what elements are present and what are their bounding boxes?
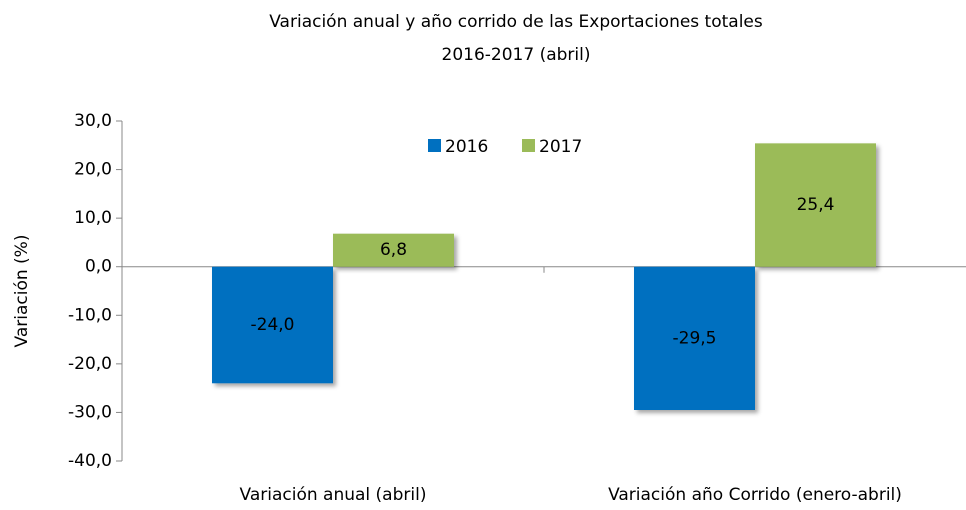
bar [212,266,333,384]
y-tick-label: 20,0 [74,160,112,180]
y-tick-label: 10,0 [74,208,112,228]
legend-label: 2016 [445,137,488,157]
chart-title: Variación anual y año corrido de las Exp… [269,12,763,32]
bar [333,233,454,267]
bar [755,143,876,267]
y-tick-label: -40,0 [68,451,112,471]
y-tick-label: -20,0 [68,354,112,374]
x-tick-label: Variación anual (abril) [240,485,427,505]
y-tick-label: -10,0 [68,305,112,325]
y-tick-label: -30,0 [68,402,112,422]
data-label: 25,4 [797,195,835,215]
x-tick-label: Variación año Corrido (enero-abril) [608,485,902,505]
y-tick-label: 30,0 [74,111,112,131]
data-label: -24,0 [251,315,295,335]
data-label: 6,8 [380,240,407,260]
y-axis-label: Variación (%) [12,235,32,348]
legend-label: 2017 [539,137,582,157]
bar [634,266,755,410]
data-label: -29,5 [673,328,717,348]
legend-swatch [428,139,441,152]
chart-subtitle: 2016-2017 (abril) [442,45,591,65]
legend-swatch [522,139,535,152]
y-tick-label: 0,0 [85,257,112,277]
